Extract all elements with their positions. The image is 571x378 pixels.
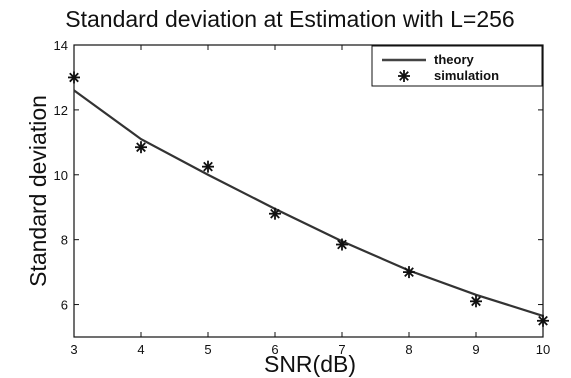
x-axis-label: SNR(dB) [264, 351, 356, 377]
y-tick-label: 12 [54, 103, 68, 118]
theory-line [73, 89, 544, 317]
y-tick-label: 14 [54, 38, 68, 53]
x-axis: 3 4 5 6 7 8 9 10 [70, 45, 550, 357]
simulation-point [269, 207, 281, 220]
series-layer [68, 71, 549, 327]
simulation-point [336, 238, 348, 251]
legend-asterisk [398, 70, 410, 82]
simulation-point [135, 141, 147, 154]
y-axis: 6 8 10 12 14 [54, 38, 543, 313]
x-tick-label: 7 [338, 342, 345, 357]
simulation-point [202, 160, 214, 173]
y-tick-label: 10 [54, 168, 68, 183]
x-tick-label: 6 [271, 342, 278, 357]
simulation-point [403, 266, 415, 279]
legend-simulation-label: simulation [434, 68, 499, 83]
simulation-point [537, 314, 549, 327]
x-tick-label: 8 [405, 342, 412, 357]
legend-theory-label: theory [434, 52, 475, 67]
x-tick-label: 5 [204, 342, 211, 357]
plot-area [73, 44, 544, 338]
x-tick-label: 4 [137, 342, 144, 357]
legend-simulation-marker [398, 70, 410, 82]
simulation-point [68, 71, 80, 84]
chart-title: Standard deviation at Estimation with L=… [65, 6, 514, 32]
y-tick-label: 8 [61, 233, 68, 248]
simulation-point [470, 295, 482, 308]
legend: theory simulation [371, 45, 543, 87]
x-tick-label: 9 [472, 342, 479, 357]
x-tick-label: 3 [70, 342, 77, 357]
y-axis-label: Standard deviation [25, 95, 51, 287]
x-tick-label: 10 [536, 342, 550, 357]
y-tick-label: 6 [61, 298, 68, 313]
